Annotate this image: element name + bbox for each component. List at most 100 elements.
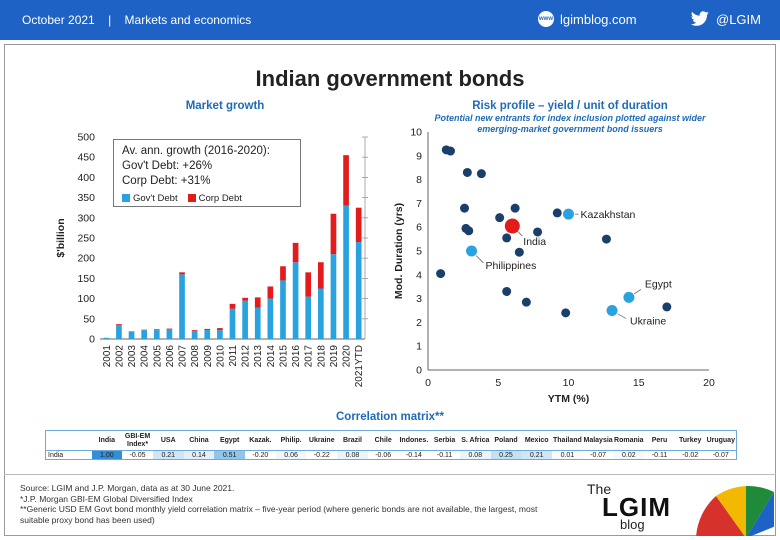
annotation-gov: Gov't Debt: +26% xyxy=(122,160,213,172)
bar-gov-2008 xyxy=(191,330,198,339)
corr-header-cell: USA xyxy=(160,436,176,444)
globe-icon: www xyxy=(538,11,554,27)
corr-value-cell: -0.14 xyxy=(398,450,430,460)
bar-gov-2015 xyxy=(280,280,286,339)
scatter-point xyxy=(514,247,524,257)
footnote-corr-2: suitable proxy bond has been used) xyxy=(20,514,155,525)
highlight-point-egypt xyxy=(622,290,636,304)
correlation-title: Correlation matrix** xyxy=(335,411,444,423)
bar-gov-2004 xyxy=(141,330,148,339)
y-tick-label: 400 xyxy=(77,172,95,184)
twitter-handle: @LGIM xyxy=(716,11,761,27)
page-title: Indian government bonds xyxy=(255,66,525,91)
website-link[interactable]: www lgimblog.com xyxy=(538,11,637,27)
scatter-chart-subtitle: Potential new entrants for index inclusi… xyxy=(400,113,740,135)
y-tick-label: 50 xyxy=(83,313,95,325)
scatter-point xyxy=(464,226,474,236)
scatter-point xyxy=(601,234,611,244)
correlation-header-row: India GBI-EM Index* USA China Egypt Kazak. Phi… xyxy=(46,431,737,451)
corr-header-cell: India xyxy=(98,436,116,444)
corr-value-cell: -0.11 xyxy=(644,450,675,460)
header-section: Markets and economics xyxy=(124,13,252,27)
corr-header-cell: Brazil xyxy=(342,436,362,444)
y-tick-label: 3 xyxy=(416,293,422,305)
x-tick-label: 2016 xyxy=(291,345,302,368)
corr-header-cell: Kazak. xyxy=(249,436,272,444)
corr-value-cell: -0.11 xyxy=(429,450,460,460)
corr-value-cell: -0.20 xyxy=(245,450,276,460)
bar-corp-2019 xyxy=(330,213,337,255)
x-tick-label: 2012 xyxy=(241,345,252,368)
corr-value-cell: -0.07 xyxy=(582,450,614,460)
corr-value-cell: 0.01 xyxy=(552,450,583,460)
bar-gov-2014 xyxy=(267,298,274,339)
bar-gov-2007 xyxy=(179,274,185,339)
corr-value-cell: -0.06 xyxy=(367,450,399,460)
x-tick-label: 2005 xyxy=(152,345,163,368)
x-tick-label: 2002 xyxy=(114,345,125,368)
scatter-point xyxy=(662,302,672,312)
corr-header-cell: GBI-EM Index* xyxy=(124,432,151,448)
highlight-point-kazakhstan xyxy=(562,207,575,221)
y-tick-label: 8 xyxy=(416,174,422,186)
corr-header-cell: Malaysia xyxy=(583,436,613,444)
bar-corp-2005 xyxy=(153,329,160,331)
corr-header-cell: China xyxy=(189,436,209,444)
scatter-point xyxy=(502,286,512,296)
footer-divider xyxy=(4,474,776,475)
india-point xyxy=(504,218,520,234)
bar-gov-2018 xyxy=(317,288,324,339)
bar-corp-2008 xyxy=(191,330,198,331)
corr-row-label: India xyxy=(45,450,92,460)
x-tick-label: 2006 xyxy=(165,345,176,368)
y-tick-label: 5 xyxy=(416,246,422,258)
x-tick-label: 15 xyxy=(633,377,645,389)
x-tick-label: 20 xyxy=(703,377,715,389)
y-tick-label: 4 xyxy=(416,269,422,281)
logo-lgim: LGIM xyxy=(602,492,671,522)
scatter-point xyxy=(476,169,486,179)
bar-gov-2003 xyxy=(128,331,135,339)
bar-gov-2017 xyxy=(305,296,312,339)
bar-corp-2014 xyxy=(267,286,274,299)
y-tick-label: 500 xyxy=(77,132,95,144)
x-tick-label: 2010 xyxy=(215,345,226,368)
x-tick-label: 2008 xyxy=(190,345,201,368)
highlight-label-kazakhstan: Kazakhstan xyxy=(581,209,636,221)
bar-gov-2011 xyxy=(229,308,236,339)
y-tick-label: 150 xyxy=(77,273,95,285)
y-tick-label: 1 xyxy=(416,341,422,353)
scatter-point xyxy=(436,269,446,279)
twitter-link[interactable]: @LGIM xyxy=(690,11,761,27)
bar-gov-2002 xyxy=(116,324,122,339)
x-tick-label: 2009 xyxy=(203,345,214,368)
corr-value-cell: 0.25 xyxy=(490,450,522,460)
scatter-point xyxy=(460,203,470,213)
y-tick-label: 7 xyxy=(416,198,422,210)
corr-value-cell: 0.14 xyxy=(183,450,215,460)
bar-gov-2013 xyxy=(254,307,261,339)
x-tick-label: 2013 xyxy=(253,345,264,368)
corr-header-cell: Turkey xyxy=(678,436,702,444)
x-tick-label: 2014 xyxy=(266,345,277,368)
x-tick-label: 2003 xyxy=(127,345,138,368)
bar-corp-2009 xyxy=(204,328,211,331)
corr-value-cell: -0.02 xyxy=(674,450,706,460)
scatter-point xyxy=(510,203,520,213)
lgim-blog-logo: The LGIM blog xyxy=(574,478,774,536)
legend-corp: Corp Debt xyxy=(187,191,242,206)
header-bar: October 2021 | Markets and economics www… xyxy=(0,0,780,40)
corr-value-cell: 1.00 xyxy=(91,450,123,460)
highlight-label-philippines: Philippines xyxy=(486,260,537,272)
y-tick-label: 200 xyxy=(77,253,95,265)
bar-legend: Gov't Debt Corp Debt xyxy=(122,191,292,206)
x-tick-label: 2007 xyxy=(178,345,189,368)
corr-header-cell: Poland xyxy=(494,436,518,444)
scatter-point xyxy=(561,308,571,318)
x-tick-label: 5 xyxy=(495,377,501,389)
bar-corp-2016 xyxy=(292,242,299,263)
y-tick-label: 2 xyxy=(416,317,422,329)
scatter-chart-title: Risk profile – yield / unit of duration xyxy=(472,100,668,112)
y-tick-label: 0 xyxy=(89,334,95,346)
legend-gov-swatch xyxy=(122,194,130,203)
